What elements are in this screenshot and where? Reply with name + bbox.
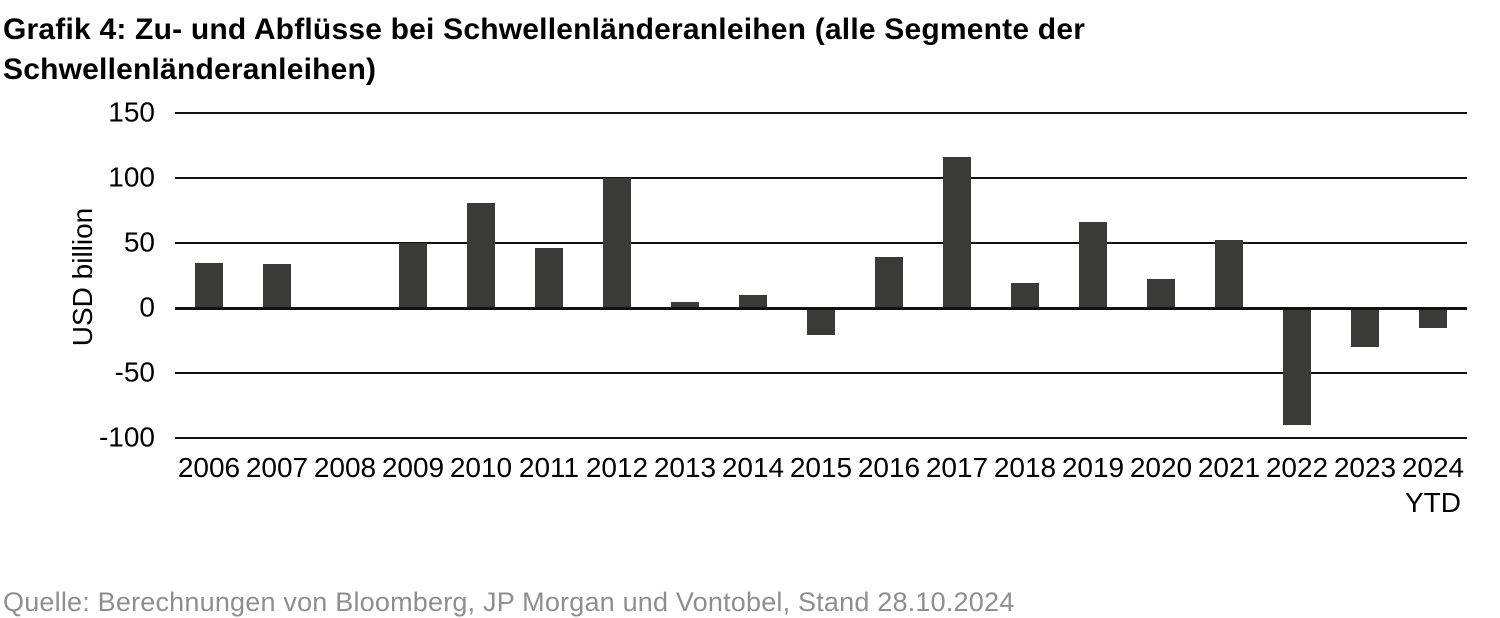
x-tick-label: 2015 (789, 452, 853, 483)
x-tick-label: 2020 (1129, 452, 1193, 483)
x-tick-label: 2010 (449, 452, 513, 483)
x-tick-label: 2021 (1197, 452, 1261, 483)
chart-title: Grafik 4: Zu- und Abflüsse bei Schwellen… (3, 10, 1263, 90)
chart-title-line-1: Grafik 4: Zu- und Abflüsse bei Schwellen… (3, 13, 1086, 46)
x-tick-label: 2014 (721, 452, 785, 483)
bar-2018 (1011, 283, 1039, 308)
source-note: Quelle: Berechnungen von Bloomberg, JP M… (3, 587, 1015, 617)
x-tick-label: 2023 (1333, 452, 1397, 483)
bar-2017 (943, 157, 971, 308)
bar-2013 (671, 301, 699, 308)
x-tick-label: 2009 (381, 452, 445, 483)
zero-axis-line (175, 307, 1467, 310)
bar-2024 (1419, 308, 1447, 328)
y-tick-label: 0 (139, 291, 155, 323)
chart-title-line-2: Schwellenländeranleihen) (3, 53, 377, 86)
bar-2020 (1147, 279, 1175, 308)
x-tick-label: 2006 (177, 452, 241, 483)
x-tick-label: 2024 YTD (1401, 452, 1465, 518)
x-tick-label: 2011 (518, 452, 580, 483)
y-tick-label: 50 (123, 226, 155, 258)
x-tick-label: 2007 (245, 452, 309, 483)
bar-2022 (1283, 308, 1311, 425)
bar-2010 (467, 202, 495, 308)
x-tick-label: 2013 (653, 452, 717, 483)
x-tick-label: 2018 (993, 452, 1057, 483)
bar-2009 (399, 243, 427, 308)
y-tick-label: 100 (108, 161, 155, 193)
grid-line (175, 177, 1467, 179)
x-tick-label: 2017 (925, 452, 989, 483)
x-tick-label: 2022 (1265, 452, 1329, 483)
bar-2019 (1079, 222, 1107, 308)
bar-2021 (1215, 240, 1243, 308)
x-axis-tick-labels: 2006 2007 2008 2009 2010 2011 2012 2013 2014 2015… (175, 450, 1467, 530)
grid-line (175, 437, 1467, 439)
plot-area (175, 112, 1467, 439)
x-tick-label: 2019 (1061, 452, 1125, 483)
x-tick-label: 2016 (857, 452, 921, 483)
grid-line (175, 112, 1467, 114)
x-tick-label: 2012 (585, 452, 649, 483)
bar-2011 (535, 248, 563, 308)
bar-2023 (1351, 308, 1379, 347)
grid-line (175, 372, 1467, 374)
bar-2006 (195, 262, 223, 308)
y-tick-label: -50 (114, 356, 155, 388)
x-tick-label: 2008 (313, 452, 377, 483)
bar-2007 (263, 263, 291, 308)
y-tick-label: 150 (108, 96, 155, 128)
y-axis-tick-labels: 150 100 50 0 -50 -100 (0, 96, 155, 452)
bar-2016 (875, 257, 903, 308)
bar-2012 (603, 178, 631, 308)
y-tick-label: -100 (98, 421, 155, 453)
bar-2014 (739, 295, 767, 308)
grid-line (175, 242, 1467, 244)
bar-2015 (807, 308, 835, 336)
